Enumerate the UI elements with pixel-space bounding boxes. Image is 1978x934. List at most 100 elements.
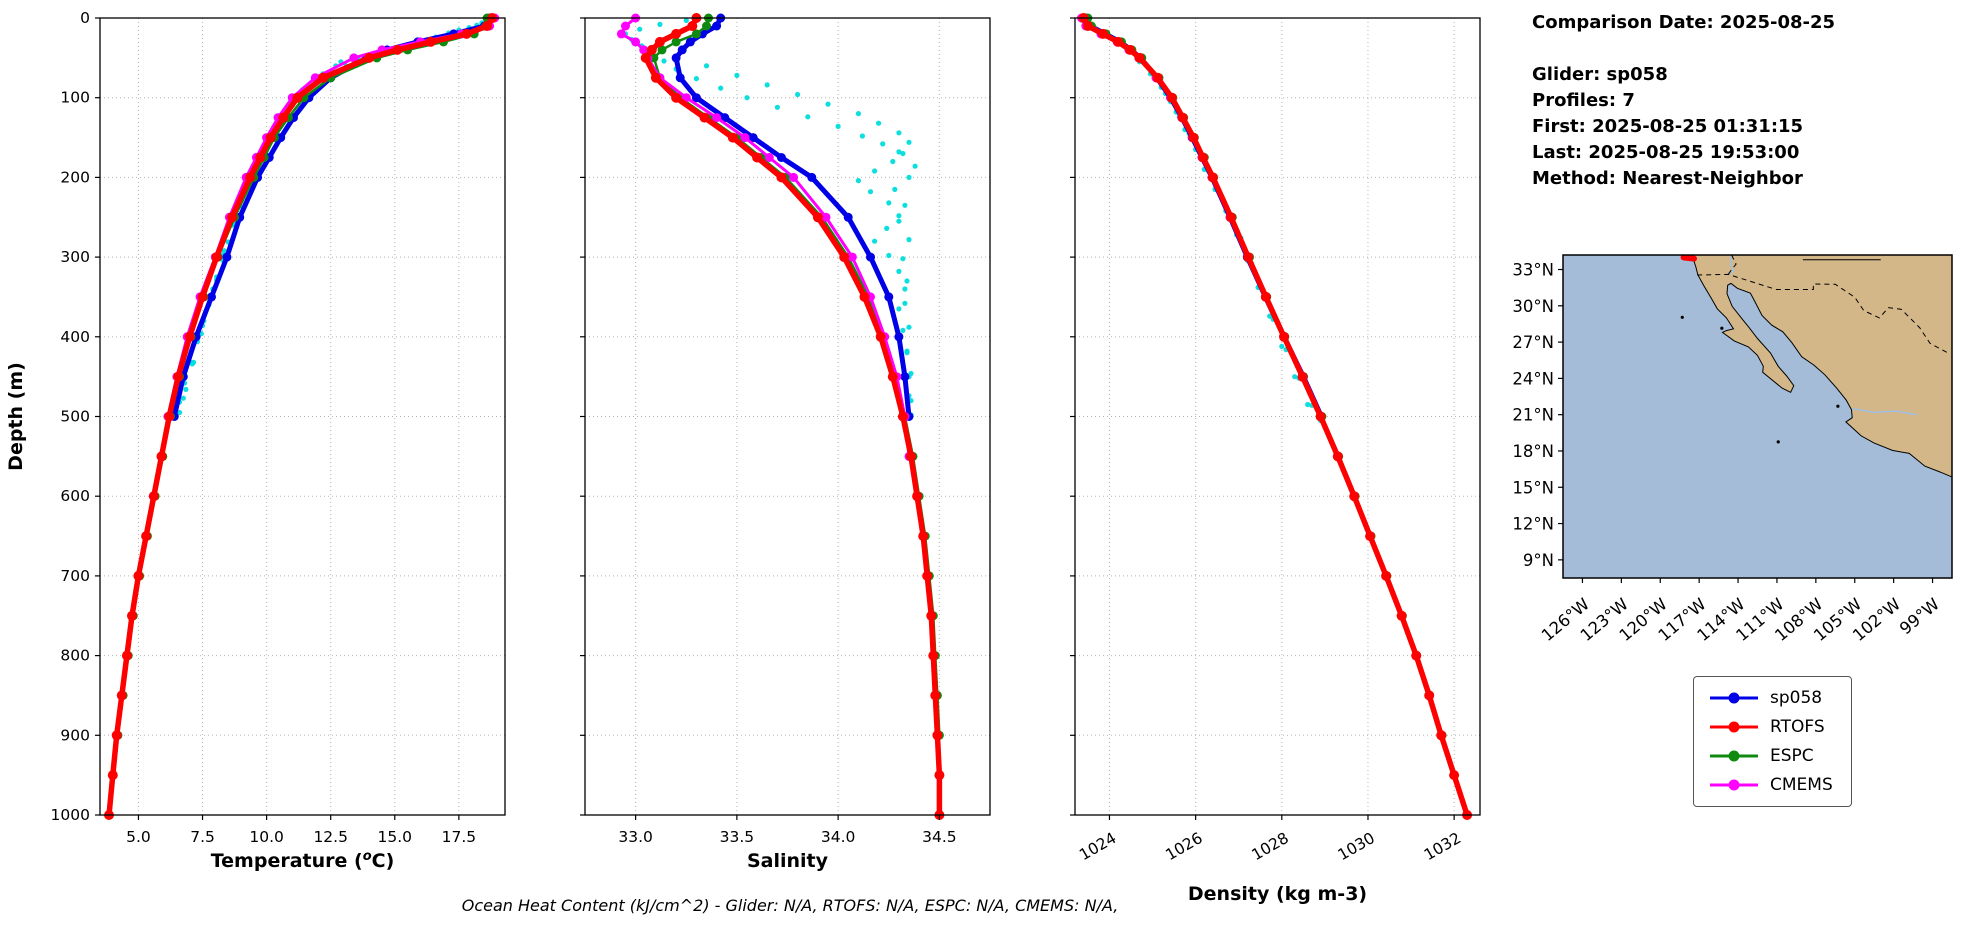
density-panel: 1024 1026 1028 1030 1032 Density (kg m-3)	[1070, 13, 1481, 905]
tick-label: 18°N	[1512, 442, 1554, 461]
legend-marker-ESPC	[1710, 750, 1758, 762]
x-axis-label: Salinity	[747, 850, 829, 872]
temperature-panel: 5.0 7.5 10.0 12.5 15.0 17.5 0 100 200 300 400 500 60…	[51, 9, 506, 872]
map-features	[1680, 255, 1952, 478]
tick-label: 9°N	[1523, 551, 1554, 570]
legend-item-ESPC: ESPC	[1708, 746, 1833, 766]
map-frame	[1562, 254, 1953, 579]
interp-method: Method: Nearest-Neighbor	[1532, 168, 1803, 189]
tick-label: 300	[60, 248, 90, 266]
x-tick-labels: 1024 1026 1028 1030 1032	[1076, 815, 1464, 864]
tick-label: 34.5	[922, 828, 957, 846]
legend-label: ESPC	[1770, 746, 1814, 766]
info-gap	[1532, 36, 1835, 62]
tick-label: 10.0	[249, 828, 284, 846]
map-lat-labels: 33°N 30°N 27°N 24°N 21°N 18°N 15°N 12°N 9°N	[1512, 261, 1563, 570]
tick-label: 27°N	[1512, 333, 1554, 352]
tick-label: 5.0	[126, 828, 151, 846]
tick-label: 1024	[1076, 829, 1119, 864]
legend-item-RTOFS: RTOFS	[1708, 717, 1833, 737]
tick-label: 33.5	[720, 828, 755, 846]
tick-label: 900	[60, 726, 90, 744]
map-border-dashed	[1727, 255, 1737, 275]
tick-label: 21°N	[1512, 406, 1554, 425]
series-markers-ESPC	[113, 13, 492, 740]
legend-label: sp058	[1770, 688, 1823, 708]
x-tick-labels: 33.0 33.5 34.0 34.5	[618, 815, 957, 846]
series-markers-CMEMS	[1077, 13, 1343, 461]
series-line-CMEMS	[1080, 16, 1340, 458]
tick-label: 12°N	[1512, 515, 1554, 534]
tick-label: 99°W	[1896, 595, 1943, 639]
x-axis-label: Temperature (oC)	[211, 849, 395, 872]
legend-marker-CMEMS	[1710, 779, 1758, 791]
series-markers-ESPC	[1083, 13, 1447, 740]
tick-label: 33°N	[1512, 261, 1554, 280]
gridlines	[1075, 17, 1480, 816]
tick-label: 15.0	[378, 828, 413, 846]
legend-label: CMEMS	[1770, 775, 1833, 795]
y-tick-labels	[1070, 17, 1075, 816]
tick-label: 30°N	[1512, 297, 1554, 316]
y-axis-label: Depth (m)	[5, 362, 27, 471]
ohc-caption: Ocean Heat Content (kJ/cm^2) - Glider: N…	[461, 896, 1119, 915]
map-river	[1728, 255, 1735, 275]
series-markers-RTOFS	[104, 13, 498, 820]
tick-label: 34.0	[821, 828, 856, 846]
tick-label: 100	[60, 89, 90, 107]
map-island	[1776, 440, 1780, 444]
tick-label: 1032	[1421, 829, 1464, 864]
tick-label: 1000	[51, 806, 90, 824]
series-line-sp058	[673, 15, 912, 419]
map-land	[1691, 255, 1952, 478]
legend-marker-sp058	[1710, 692, 1758, 704]
tick-label: 7.5	[190, 828, 215, 846]
glider-name: Glider: sp058	[1532, 64, 1668, 85]
legend-item-CMEMS: CMEMS	[1708, 775, 1833, 795]
tick-label: 1028	[1249, 829, 1292, 864]
tick-label: 0	[80, 9, 90, 27]
tick-label: 200	[60, 168, 90, 186]
tick-label: 1026	[1162, 829, 1205, 864]
series-line-RTOFS	[642, 15, 943, 818]
tick-label: 33.0	[618, 828, 653, 846]
y-tick-labels: 0 100 200 300 400 500 600 700 800 900 1000	[51, 9, 100, 824]
map-island	[1836, 404, 1840, 408]
glider-raw-profiles	[1081, 18, 1324, 424]
series-markers-sp058	[671, 13, 914, 421]
glider-raw-profiles	[622, 17, 918, 420]
legend-item-sp058: sp058	[1708, 688, 1833, 708]
salinity-panel: 33.0 33.5 34.0 34.5 Salinity	[580, 13, 991, 872]
map-island	[1680, 315, 1684, 319]
tick-label: 500	[60, 408, 90, 426]
series-line-ESPC	[1086, 16, 1444, 737]
map-river	[1852, 407, 1918, 416]
x-tick-labels: 5.0 7.5 10.0 12.5 15.0 17.5	[126, 815, 476, 846]
map-lon-labels: 126°W123°W120°W117°W114°W111°W108°W105°W…	[1538, 578, 1943, 645]
x-axis-label: Density (kg m-3)	[1188, 883, 1367, 905]
tick-label: 17.5	[442, 828, 477, 846]
series-markers-RTOFS	[640, 13, 945, 820]
profiles-count: Profiles: 7	[1532, 90, 1635, 111]
map-island	[1720, 326, 1724, 330]
location-map: 33°N 30°N 27°N 24°N 21°N 18°N 15°N 12°N 9°N 126°W…	[1512, 254, 1953, 645]
legend: sp058 RTOFS ESPC CMEMS	[1693, 676, 1852, 807]
series-line-RTOFS	[106, 15, 495, 818]
last-profile-time: Last: 2025-08-25 19:53:00	[1532, 142, 1800, 163]
tick-label: 700	[60, 567, 90, 585]
legend-marker-RTOFS	[1710, 721, 1758, 733]
info-panel: Comparison Date: 2025-08-25 Glider: sp05…	[1532, 10, 1835, 192]
tick-label: 400	[60, 328, 90, 346]
legend-label: RTOFS	[1770, 717, 1825, 737]
series-line-RTOFS	[1080, 15, 1470, 818]
gridlines	[585, 17, 990, 816]
tick-label: 24°N	[1512, 369, 1554, 388]
glider-track	[1680, 255, 1697, 262]
first-profile-time: First: 2025-08-25 01:31:15	[1532, 116, 1804, 137]
tick-label: 800	[60, 647, 90, 665]
series-line-sp058	[1083, 15, 1324, 419]
series-markers-RTOFS	[1078, 13, 1473, 820]
series-line-CMEMS	[160, 16, 497, 458]
